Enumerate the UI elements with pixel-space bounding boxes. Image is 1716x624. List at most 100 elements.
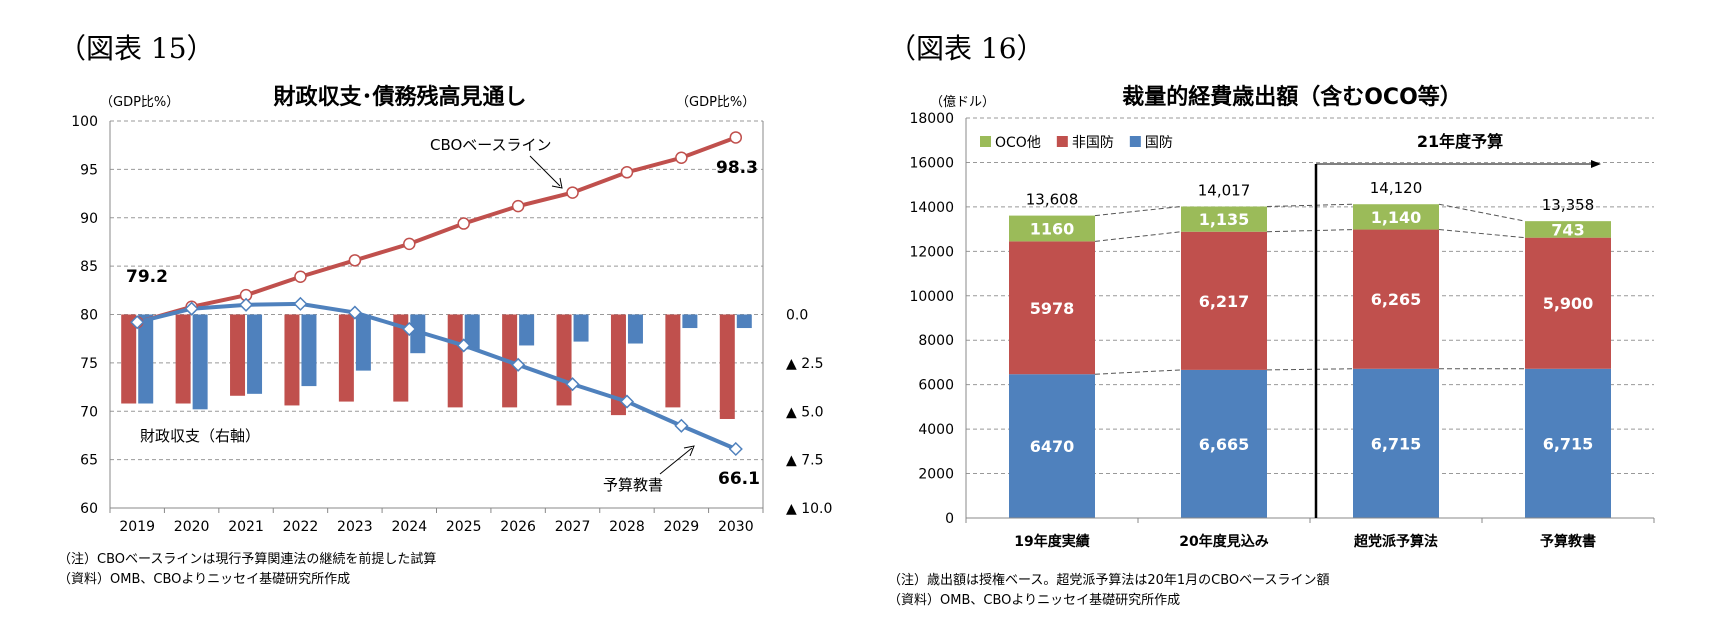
f16-legend-label: 国防 <box>1145 135 1173 151</box>
f15-blue-bar <box>519 314 535 346</box>
fy21-label: 21年度予算 <box>1417 132 1503 151</box>
f15-blue-bar <box>627 314 643 344</box>
f15-budget-point <box>293 296 308 311</box>
f15-right-tick: ▲ 5.0 <box>786 404 823 420</box>
f15-blue-bar <box>736 314 752 329</box>
f15-left-tick: 95 <box>80 162 98 178</box>
f15-budget-point <box>511 357 526 372</box>
f16-y-tick: 0 <box>945 511 954 527</box>
f16-y-tick: 6000 <box>918 378 954 394</box>
f16-legend-label: OCO他 <box>995 135 1041 151</box>
f15-red-bar <box>393 314 409 402</box>
cbo-baseline-pointer <box>529 155 561 187</box>
f16-bar-segment <box>1525 237 1611 369</box>
f16-y-tick: 18000 <box>909 111 954 127</box>
f15-blue-bar <box>301 314 317 387</box>
f15-red-bar <box>665 314 681 408</box>
f16-connector <box>1438 229 1526 239</box>
f15-cbo-point <box>403 237 416 251</box>
f15-right-tick: 0.0 <box>786 308 808 324</box>
figure-16-note: （注）歳出額は授権ベース。超党派予算法は20年1月のCBOベースライン額 <box>888 572 1330 588</box>
f16-total-label: 13,608 <box>1026 191 1079 209</box>
f16-segment-label: 743 <box>1551 220 1584 239</box>
f15-budget-point <box>238 297 254 312</box>
f15-x-tick-label: 2022 <box>283 519 319 535</box>
f15-x-tick-label: 2019 <box>119 519 155 535</box>
f16-segment-label: 6,217 <box>1199 292 1250 311</box>
f15-budget-point <box>674 418 689 433</box>
fiscal-balance-label: 財政収支（右軸） <box>140 427 260 445</box>
f15-cbo-point <box>566 186 579 199</box>
budget-proposal-pointer <box>659 447 693 475</box>
f15-left-tick: 90 <box>80 211 98 227</box>
f16-total-label: 13,358 <box>1542 196 1595 214</box>
f15-cbo-point <box>729 131 743 144</box>
f16-connector <box>1266 203 1354 208</box>
f16-connector <box>1094 206 1182 217</box>
f16-x-tick-label: 予算教書 <box>1540 533 1596 550</box>
f15-red-bar <box>230 314 246 396</box>
f15-blue-bar <box>138 314 154 404</box>
f15-red-bar <box>284 314 300 406</box>
f15-budget-point <box>184 301 199 316</box>
f15-red-bar <box>338 314 354 402</box>
f15-x-tick-label: 2024 <box>391 519 427 535</box>
f15-blue-bar <box>410 314 426 354</box>
figure-15-axes: 60 65 70 75 80 85 90 95 100 0.0 ▲ 2.5 ▲ 5.0 ▲ 7.5 ▲ 1… <box>71 114 832 535</box>
f16-legend-swatch <box>980 136 991 147</box>
f16-x-tick-label: 20年度見込み <box>1179 533 1268 550</box>
f16-segment-label: 1,140 <box>1371 208 1422 227</box>
f15-x-tick-label: 2021 <box>228 519 264 535</box>
f16-connector <box>1094 369 1182 375</box>
f16-segment-label: 6,715 <box>1543 434 1594 453</box>
f16-bar-segment <box>1181 369 1267 518</box>
f16-connector <box>1094 231 1182 242</box>
f15-cbo-point <box>511 199 525 213</box>
f15-left-tick: 100 <box>71 114 98 130</box>
cbo-baseline-label: CBOベースライン <box>430 136 552 154</box>
f15-budget-point <box>728 441 743 457</box>
figure-15-note: （注）CBOベースラインは現行予算関連法の継続を前提した試算 <box>58 551 436 567</box>
figure-16-title: 裁量的経費歳出額（含むOCO等） <box>1122 84 1462 110</box>
f15-budget-point <box>130 315 145 330</box>
f16-y-tick: 12000 <box>909 244 954 260</box>
f16-y-tick: 8000 <box>918 333 954 349</box>
f16-bar-segment <box>1009 241 1095 375</box>
figure-16-axes: 0 2000 4000 6000 8000 10000 12000 14000 16000 180… <box>909 111 1655 550</box>
f16-x-tick-label: 19年度実績 <box>1014 533 1089 550</box>
f15-red-bar <box>556 314 572 406</box>
f15-cbo-point <box>620 166 634 179</box>
f15-left-tick: 80 <box>80 308 98 324</box>
f15-left-tick: 85 <box>80 259 98 275</box>
f15-x-tick-label: 2027 <box>555 519 591 535</box>
f16-bar-segment <box>1181 206 1267 232</box>
f16-y-tick: 2000 <box>918 467 954 483</box>
f15-right-tick: ▲ 10.0 <box>786 501 832 517</box>
f15-cbo-point <box>348 254 362 267</box>
f16-segment-label: 1,135 <box>1199 210 1250 229</box>
f15-left-tick: 70 <box>80 404 98 420</box>
figure-15-source: （資料）OMB、CBOよりニッセイ基礎研究所作成 <box>58 572 350 587</box>
f15-red-bar <box>121 314 137 404</box>
f16-bar-segment <box>1353 229 1439 369</box>
f15-red-bar <box>719 314 735 419</box>
figure-16-unit: （億ドル） <box>930 94 995 110</box>
fy21-arrowhead <box>1591 160 1601 168</box>
f15-budget-point <box>456 338 471 353</box>
f16-segment-label: 6,715 <box>1371 434 1422 453</box>
f16-segment-label: 1160 <box>1030 219 1075 238</box>
f16-connector <box>1266 229 1354 233</box>
f16-segment-label: 6,265 <box>1371 290 1422 309</box>
figure-15-title: 財政収支･債務残高見通し <box>273 84 526 110</box>
f16-connector <box>1266 368 1354 371</box>
figure-15-label: （図表 15） <box>58 32 215 65</box>
f15-left-tick: 75 <box>80 356 98 372</box>
f16-y-tick: 4000 <box>918 422 954 438</box>
figure-16-bars: 6470 5978 1160 13,608 6,665 6,217 1,135 14,017 6… <box>1009 179 1611 518</box>
figure-16-label: （図表 16） <box>888 32 1045 65</box>
f16-x-tick-label: 超党派予算法 <box>1353 533 1438 550</box>
figure-15-right-unit: （GDP比%） <box>676 95 755 110</box>
f15-series-line <box>136 135 737 325</box>
f16-segment-label: 5,900 <box>1543 294 1594 313</box>
